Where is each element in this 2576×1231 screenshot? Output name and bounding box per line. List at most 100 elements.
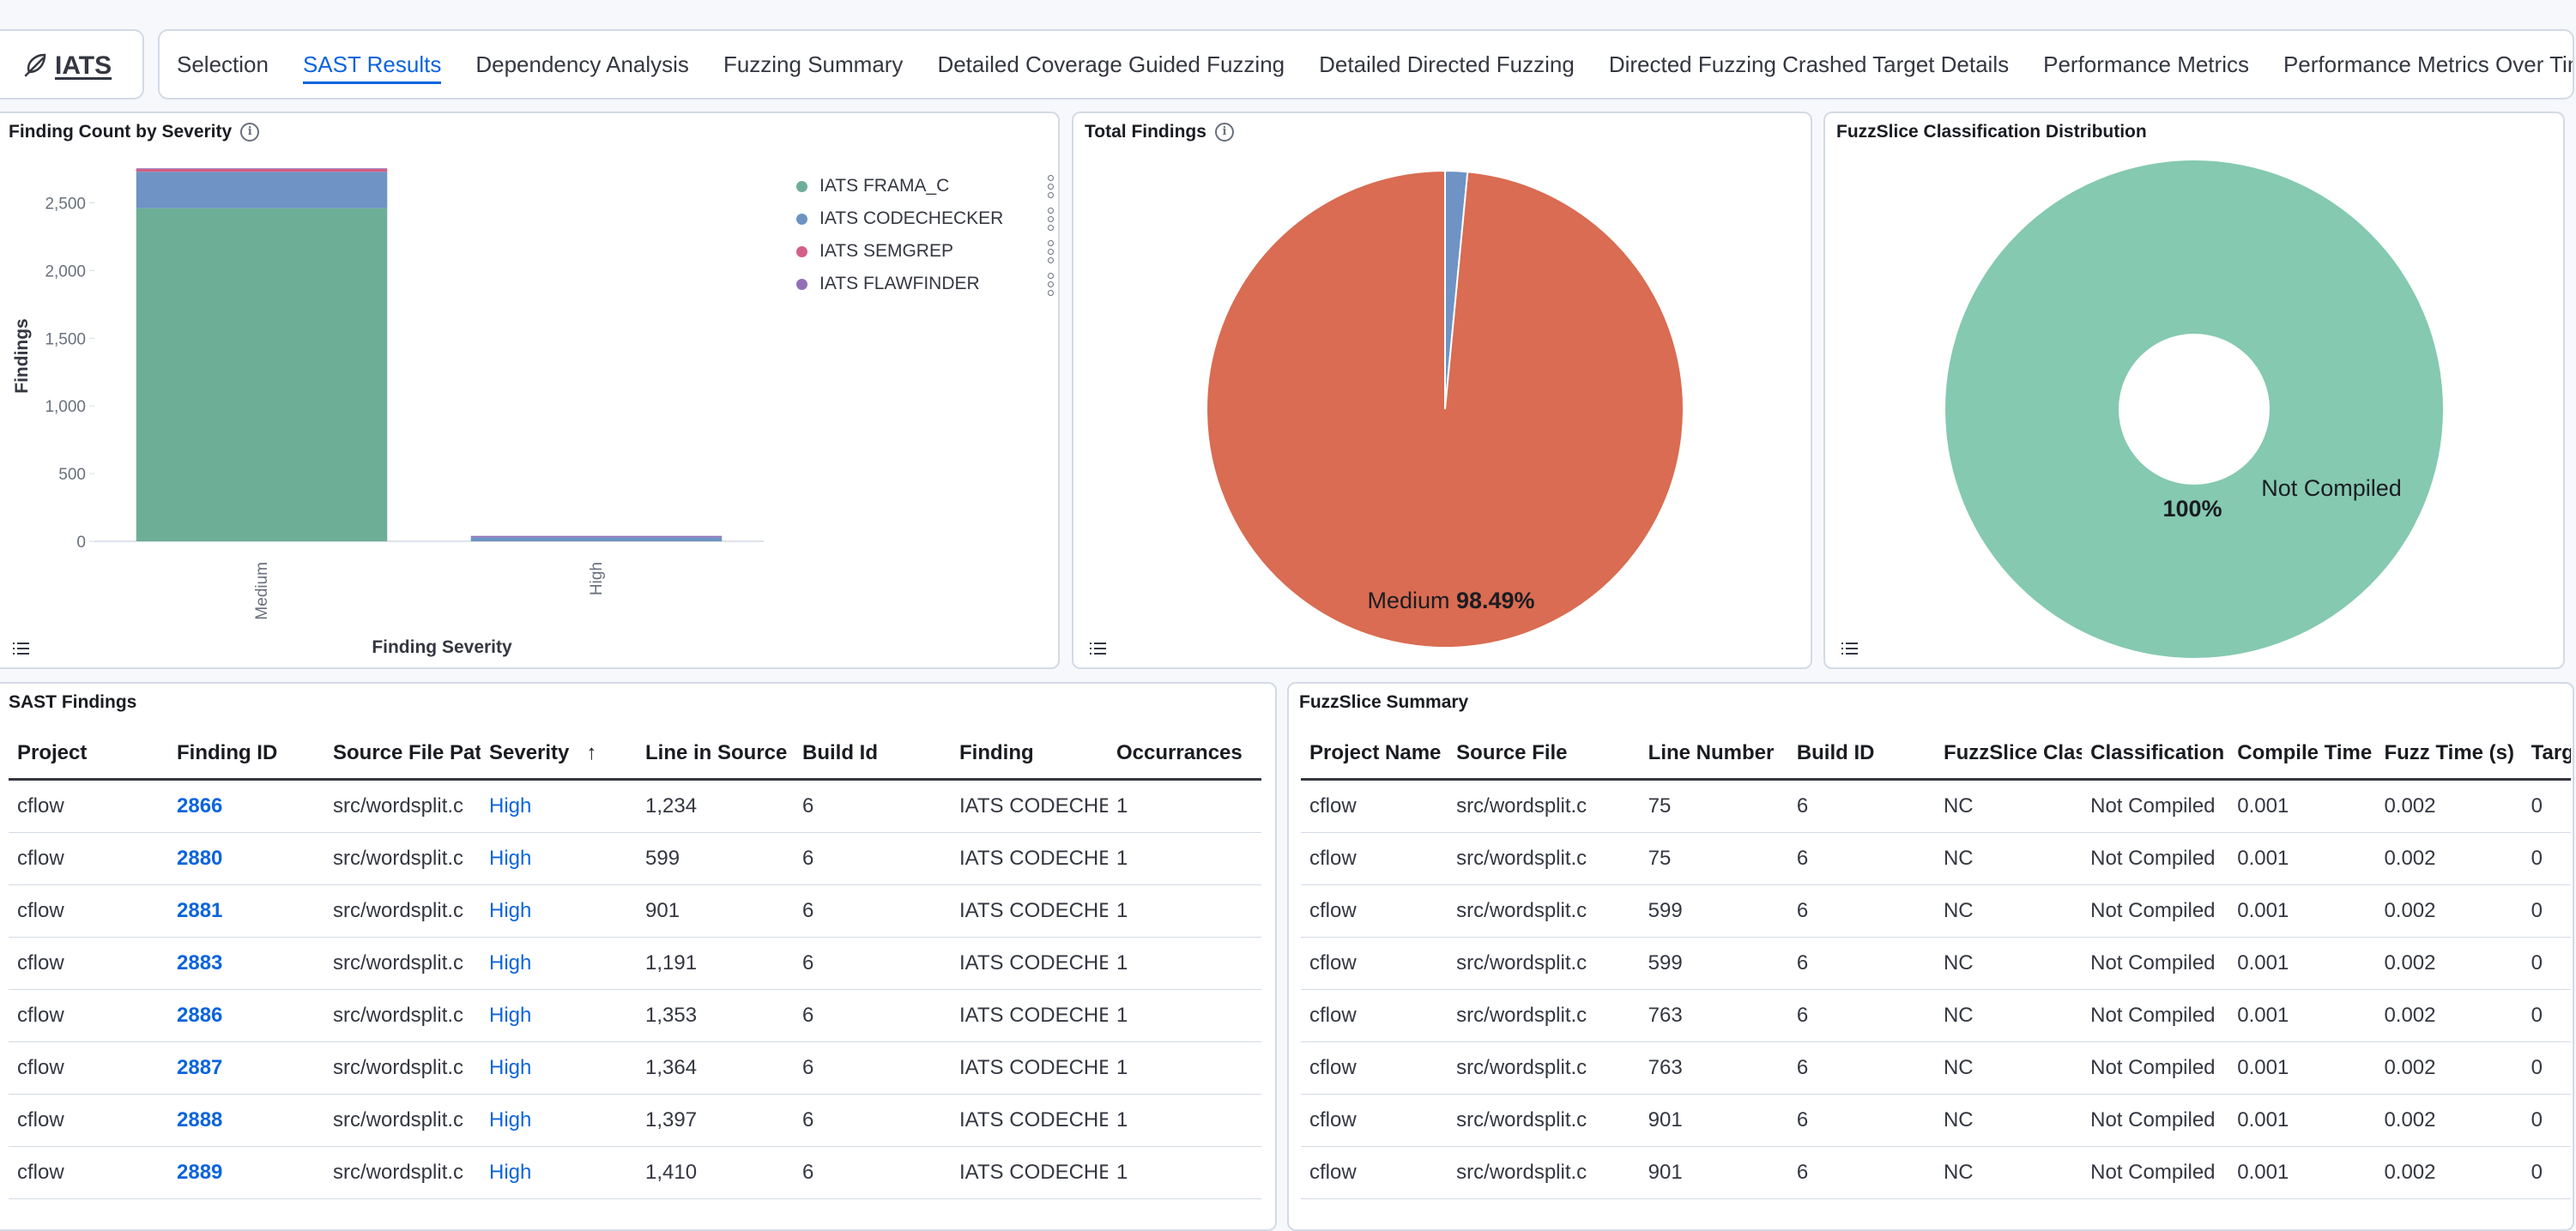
bar-segment[interactable]	[470, 537, 723, 541]
table-cell: 6	[794, 884, 951, 938]
column-header[interactable]: Compile Time	[2228, 728, 2376, 781]
table-cell: 0	[2522, 884, 2571, 938]
table-row: cflow src/wordsplit.c 75 6 NC Not Compiled 0.0…	[1301, 779, 2571, 833]
info-icon[interactable]: i	[1214, 123, 1234, 142]
table-cell: 0.002	[2375, 1146, 2523, 1199]
table-cell: 0.001	[2228, 1146, 2376, 1199]
table-row: cflow src/wordsplit.c 599 6 NC Not Compiled 0.…	[1301, 937, 2571, 990]
table-cell: 1	[1108, 779, 1261, 833]
table-cell: NC	[1934, 779, 2083, 833]
tab-sast-results[interactable]: SAST Results	[286, 31, 458, 98]
table-cell: 763	[1639, 1041, 1788, 1095]
legend-color-dot	[796, 213, 807, 225]
sort-ascending-icon[interactable]: ↑	[586, 741, 597, 764]
table-cell: 1,234	[637, 779, 794, 833]
table-cell: cflow	[9, 1094, 168, 1147]
legend-item[interactable]: IATS FLAWFINDER	[796, 268, 1054, 300]
table-cell: High	[481, 989, 637, 1042]
tab-directed-fuzzing-crashed-target-details[interactable]: Directed Fuzzing Crashed Target Details	[1608, 51, 2010, 77]
legend-label: IATS FLAWFINDER	[819, 274, 980, 293]
y-tick-label: 500	[58, 466, 86, 484]
fuzzslice-classification-panel: FuzzSlice Classification Distribution 10…	[1823, 112, 2565, 669]
legend-item[interactable]: IATS FRAMA_C	[796, 170, 1054, 202]
column-header[interactable]: Build Id	[794, 728, 951, 781]
column-header[interactable]: Source File Path	[324, 728, 481, 781]
column-header[interactable]: Source File	[1448, 728, 1640, 781]
table-row: cflow 2889 src/wordsplit.c High 1,410 6 IATS C…	[9, 1146, 1261, 1199]
column-header-label: Compile Time	[2237, 741, 2373, 764]
tab-dependency-analysis[interactable]: Dependency Analysis	[475, 51, 689, 77]
bar-segment[interactable]	[136, 172, 388, 208]
legend-toggle-icon[interactable]	[1839, 640, 1861, 657]
table-cell: NC	[1934, 989, 2083, 1042]
finding-id-link[interactable]: 2880	[168, 832, 324, 885]
tab-detailed-directed-fuzzing[interactable]: Detailed Directed Fuzzing	[1319, 51, 1575, 77]
bar-segment[interactable]	[136, 168, 388, 169]
table-cell: 0.002	[2375, 884, 2523, 938]
tab-performance-metrics-over-time[interactable]: Performance Metrics Over Time	[2283, 51, 2574, 77]
bar-segment[interactable]	[136, 169, 388, 172]
more-options-icon[interactable]	[1048, 272, 1054, 296]
table-cell: cflow	[9, 832, 168, 885]
table-cell: IATS CODECHECKER	[951, 832, 1108, 885]
info-icon[interactable]: i	[240, 123, 260, 142]
column-header[interactable]: Line Number	[1639, 728, 1788, 781]
table-row: cflow 2886 src/wordsplit.c High 1,353 6 IATS C…	[9, 989, 1261, 1042]
finding-id-link[interactable]: 2886	[168, 989, 324, 1042]
tab-detailed-coverage-guided-fuzzing[interactable]: Detailed Coverage Guided Fuzzing	[937, 51, 1285, 77]
app-logo-box[interactable]: IATS	[0, 29, 144, 100]
table-cell: 6	[794, 937, 951, 990]
legend-item[interactable]: IATS SEMGREP	[796, 235, 1054, 268]
finding-id-link[interactable]: 2883	[168, 937, 324, 990]
table-cell: cflow	[9, 1041, 168, 1095]
bar-segment[interactable]	[136, 208, 388, 541]
table-row: cflow src/wordsplit.c 901 6 NC Not Compiled 0.…	[1301, 1146, 2571, 1199]
finding-id-link[interactable]: 2887	[168, 1041, 324, 1095]
pie-chart: Medium 98.49%	[1206, 169, 1684, 649]
finding-id-link[interactable]: 2866	[168, 779, 324, 833]
column-header[interactable]: Build ID	[1787, 728, 1935, 781]
legend-toggle-icon[interactable]	[10, 640, 33, 657]
app-logo[interactable]: IATS	[21, 51, 112, 81]
tab-selection[interactable]: Selection	[177, 51, 269, 77]
more-options-icon[interactable]	[1048, 239, 1054, 263]
fuzzslice-summary-table: Project Name Source File Line Number Build …	[1301, 728, 2571, 1199]
table-cell: 1	[1108, 1146, 1261, 1199]
column-header[interactable]: FuzzSlice Classification	[1934, 728, 2083, 781]
column-header[interactable]: Occurrances	[1108, 728, 1261, 781]
legend-item[interactable]: IATS CODECHECKER	[796, 202, 1054, 235]
finding-id-link[interactable]: 2888	[168, 1094, 324, 1147]
table-cell: 1,353	[637, 989, 794, 1042]
tab-fuzzing-summary[interactable]: Fuzzing Summary	[723, 51, 904, 77]
donut-slice[interactable]	[1945, 160, 2443, 658]
column-header[interactable]: Classification	[2082, 728, 2229, 781]
finding-id-link[interactable]: 2881	[168, 884, 324, 938]
column-header[interactable]: Fuzz Time (s)	[2375, 728, 2523, 781]
table-cell: 0	[2522, 937, 2571, 990]
table-cell: 599	[637, 832, 794, 885]
tab-performance-metrics[interactable]: Performance Metrics	[2043, 51, 2249, 77]
column-header[interactable]: Target	[2522, 728, 2571, 781]
more-options-icon[interactable]	[1048, 174, 1054, 198]
panel-title: Finding Count by Severity	[9, 122, 233, 142]
column-header[interactable]: Finding	[951, 728, 1108, 781]
column-header[interactable]: Project Name	[1301, 728, 1448, 781]
feather-icon	[24, 53, 46, 77]
column-header[interactable]: Finding ID	[168, 728, 324, 781]
bar-segment[interactable]	[470, 535, 723, 538]
column-header[interactable]: Project	[9, 728, 168, 781]
column-header[interactable]: Severity ↑	[481, 728, 637, 781]
table-cell: 0.002	[2375, 1094, 2523, 1147]
pie-slice[interactable]	[1206, 169, 1684, 649]
finding-id-link[interactable]: 2889	[168, 1146, 324, 1199]
slice-value: 98.49%	[1456, 588, 1535, 613]
more-options-icon[interactable]	[1048, 207, 1054, 231]
table-cell: Not Compiled	[2082, 1094, 2229, 1147]
column-header[interactable]: Line in Source	[637, 728, 794, 781]
table-cell: 6	[1787, 989, 1935, 1042]
legend-toggle-icon[interactable]	[1087, 640, 1110, 657]
y-tick-label: 2,000	[45, 262, 86, 281]
pie-slice-label: Medium 98.49%	[1367, 588, 1534, 613]
table-cell: 1,397	[637, 1094, 794, 1147]
donut-pct-label: 100%	[2162, 496, 2222, 522]
